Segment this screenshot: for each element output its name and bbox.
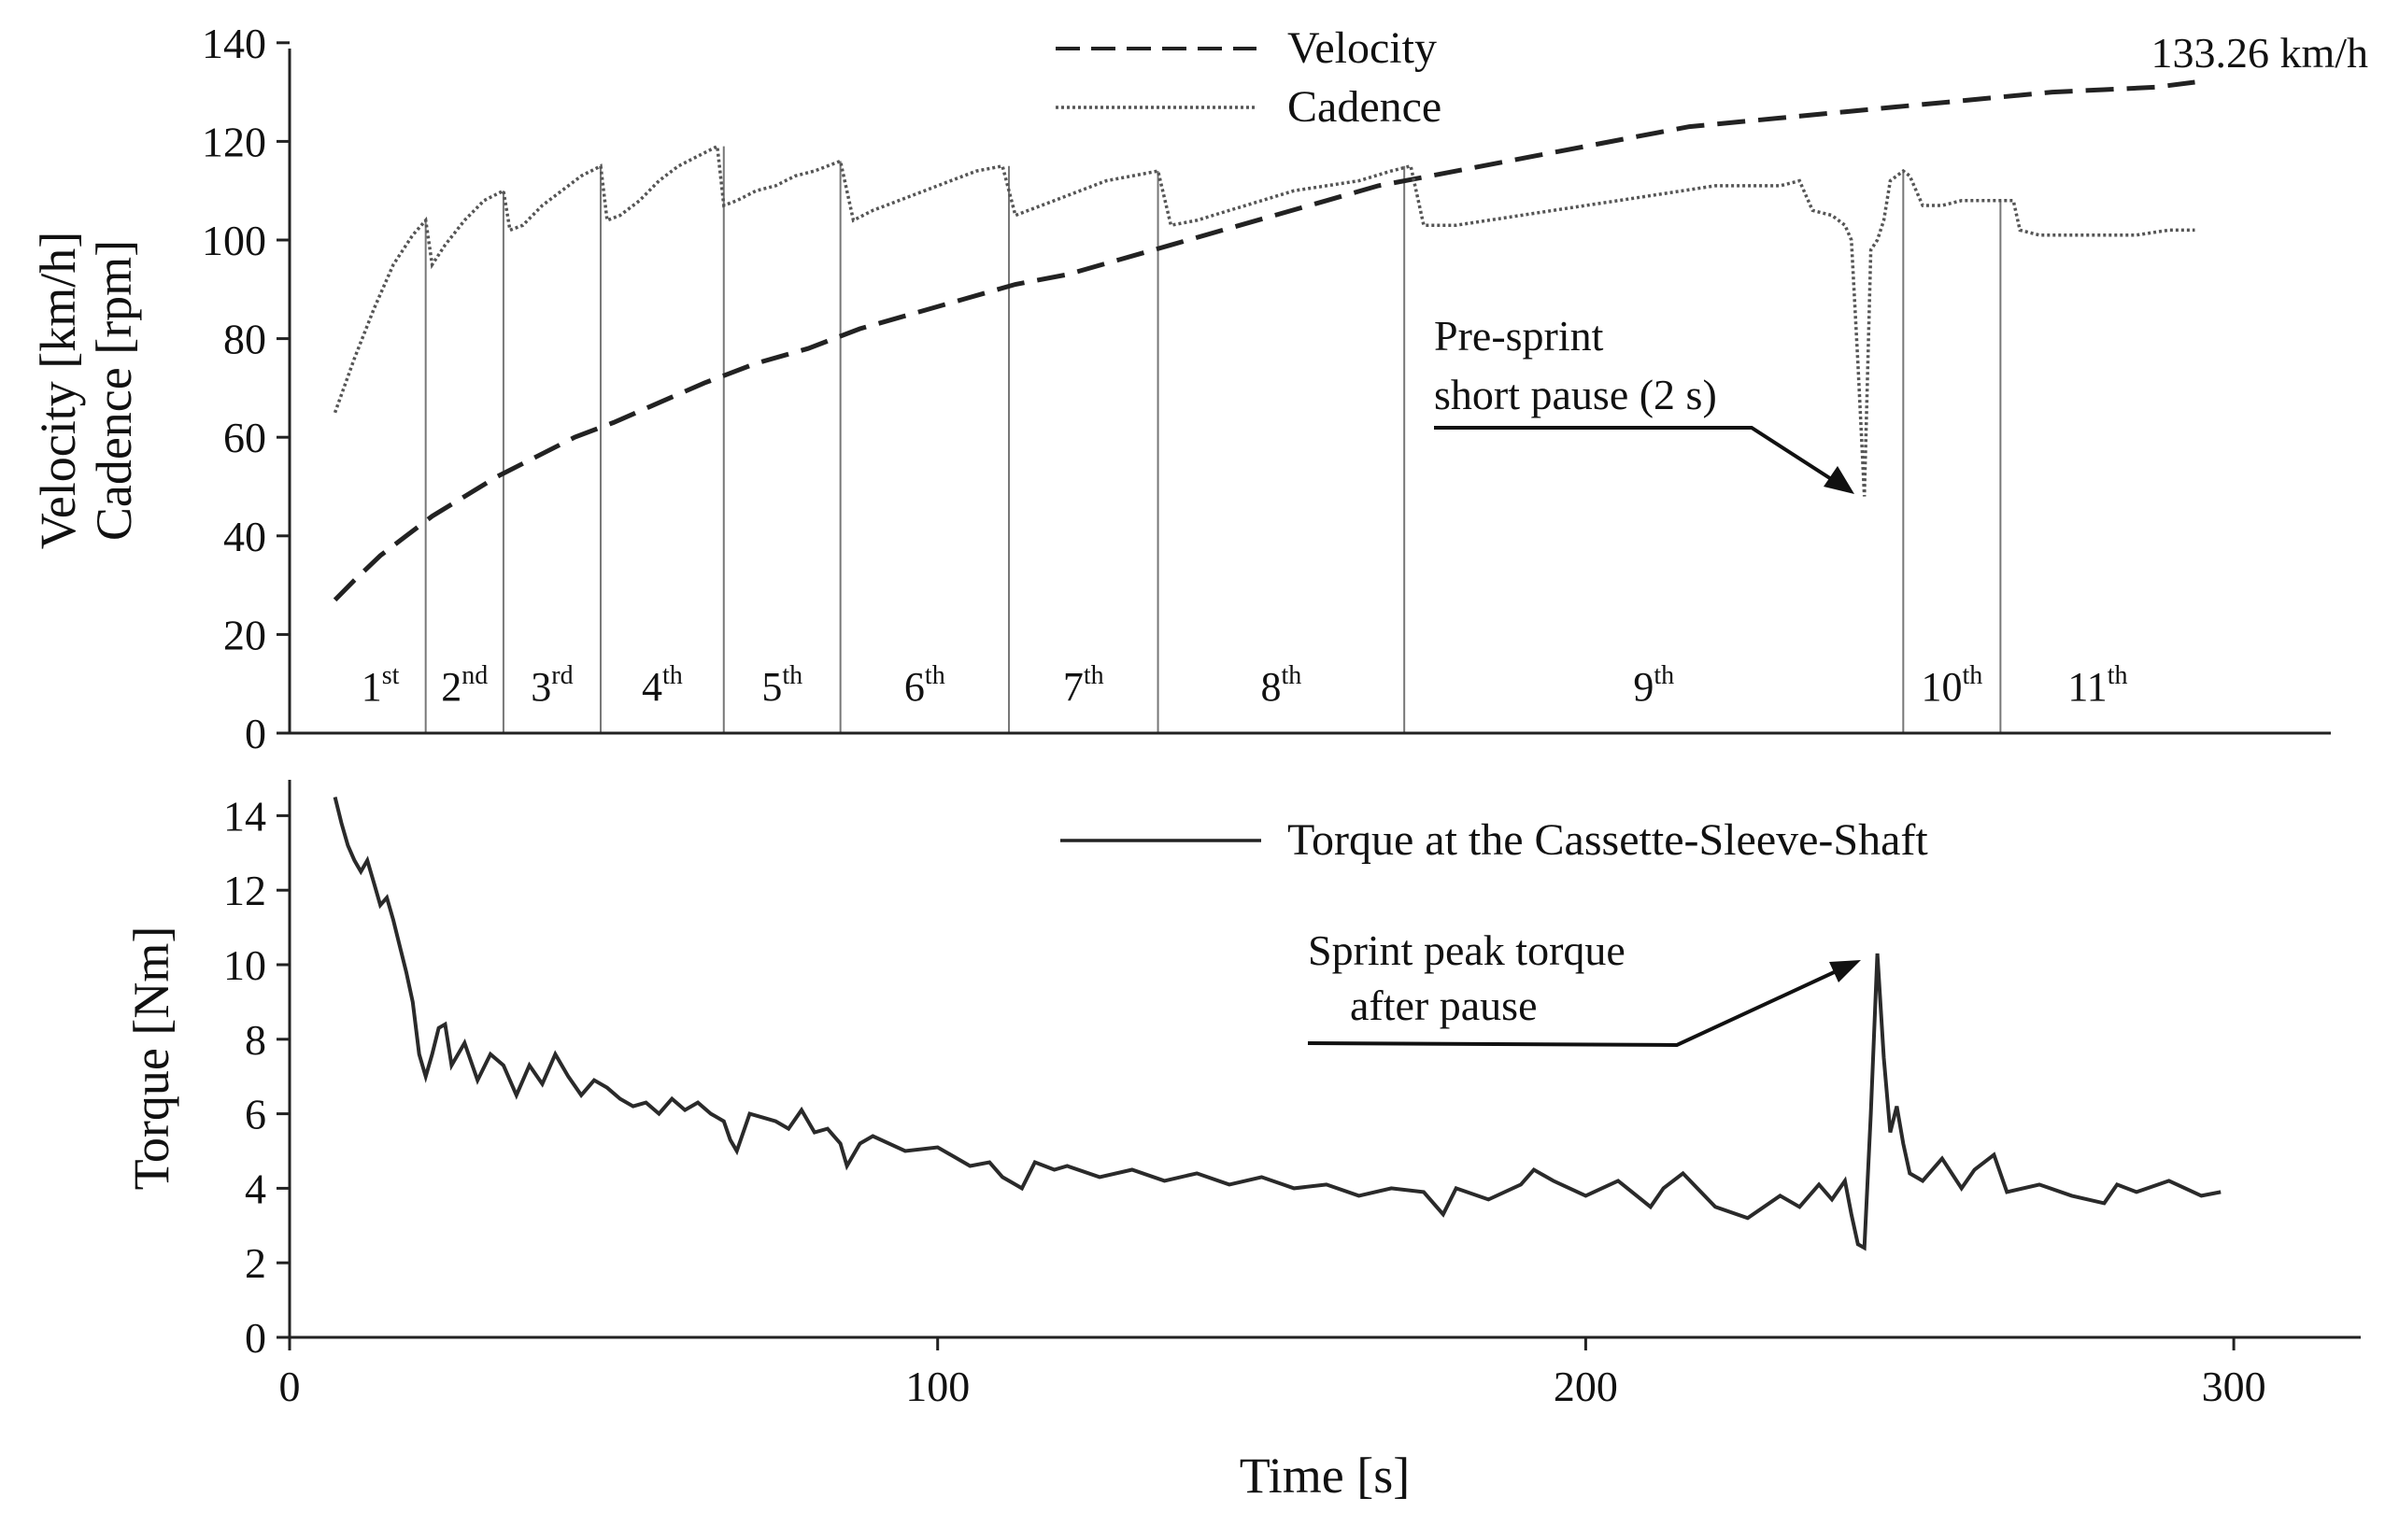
legend-cadence-label: Cadence — [1287, 82, 1441, 132]
top-legend: Velocity Cadence — [1056, 23, 1441, 132]
top-y-tick-label: 140 — [202, 20, 266, 67]
x-axis-label: Time [s] — [1240, 1448, 1411, 1504]
pre-sprint-label-line1: Pre-sprint — [1434, 312, 1604, 360]
max-velocity-label: 133.26 km/h — [2151, 29, 2368, 77]
bottom-y-tick-label: 12 — [223, 867, 266, 914]
pre-sprint-label-line2: short pause (2 s) — [1434, 371, 1717, 418]
top-y-axis-label-velocity: Velocity [km/h] — [30, 232, 86, 549]
top-y-tick-label: 120 — [202, 118, 266, 165]
x-tick-label: 300 — [2202, 1363, 2266, 1410]
torque-series-line — [333, 797, 2222, 1251]
cadence-series-line — [333, 144, 2195, 497]
bottom-y-tick-label: 6 — [245, 1091, 266, 1138]
bottom-x-ticks: 0 100 200 300 — [279, 1337, 2266, 1410]
pre-sprint-arrow — [1434, 426, 1840, 486]
top-y-tick-label: 80 — [223, 316, 266, 363]
legend-velocity-label: Velocity — [1287, 23, 1437, 73]
bottom-y-ticks: 0 2 4 6 8 10 12 14 — [223, 792, 290, 1362]
x-tick-label: 200 — [1554, 1363, 1618, 1410]
legend-torque-label: Torque at the Cassette-Sleeve-Shaft — [1287, 815, 1928, 865]
bottom-legend: Torque at the Cassette-Sleeve-Shaft — [1060, 815, 1928, 865]
top-y-axis-label-cadence: Cadence [rpm] — [86, 240, 142, 541]
top-y-tick-label: 0 — [245, 710, 266, 757]
bottom-y-tick-label: 14 — [223, 792, 266, 840]
gear-label: 6th — [904, 661, 945, 710]
gear-dividers: 1st 2nd 3rd 4th 5th 6th 7th 8th 9th 10th 11th — [362, 146, 2128, 733]
sprint-peak-label-line2: after pause — [1350, 982, 1538, 1029]
velocity-series-line — [333, 79, 2195, 602]
sprint-peak-label-line1: Sprint peak torque — [1308, 926, 1625, 974]
bottom-y-tick-label: 10 — [223, 941, 266, 989]
top-y-tick-label: 20 — [223, 611, 266, 658]
torque-panel: 0 2 4 6 8 10 12 14 0 100 200 300 Torque [Nm] Time … — [123, 780, 2361, 1504]
gear-label: 8th — [1260, 661, 1301, 710]
x-tick-label: 100 — [905, 1363, 970, 1410]
top-y-tick-label: 40 — [223, 513, 266, 560]
sprint-peak-arrowhead — [1829, 960, 1861, 982]
bottom-y-tick-label: 8 — [245, 1016, 266, 1064]
x-tick-label: 0 — [279, 1363, 301, 1410]
gear-label: 5th — [761, 661, 802, 710]
bottom-y-axis-label: Torque [Nm] — [123, 926, 179, 1191]
pre-sprint-arrowhead — [1824, 466, 1854, 494]
bottom-y-tick-label: 0 — [245, 1314, 266, 1362]
bottom-y-tick-label: 4 — [245, 1165, 266, 1212]
sprint-peak-arrow — [1307, 967, 1843, 1048]
top-y-tick-label: 60 — [223, 414, 266, 461]
velocity-cadence-panel: 1st 2nd 3rd 4th 5th 6th 7th 8th 9th 10th 11th 0204… — [30, 20, 2368, 757]
gear-label: 1st — [362, 661, 400, 710]
top-y-ticks: 0 20 40 60 80 100 120 140 — [202, 20, 290, 757]
top-y-tick-label: 100 — [202, 217, 266, 264]
bottom-y-tick-label: 2 — [245, 1239, 266, 1287]
